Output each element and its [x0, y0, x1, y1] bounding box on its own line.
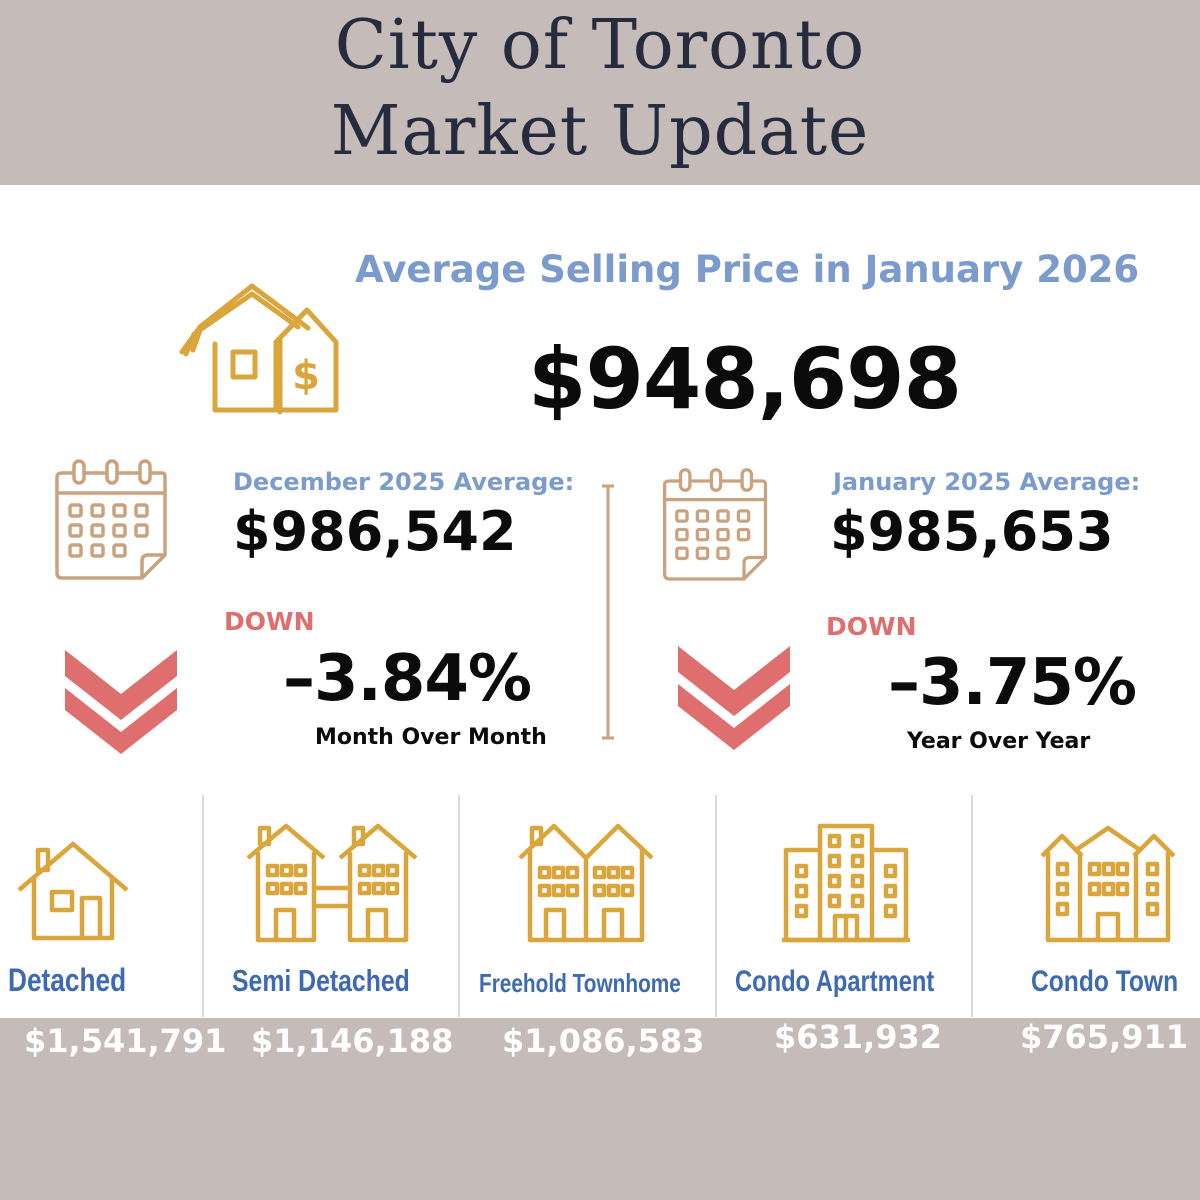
condo-apartment-icon	[782, 823, 910, 943]
category-label-condo-town: Condo Town	[1031, 965, 1179, 998]
year-change-period: Year Over Year	[907, 729, 1091, 754]
category-label-semi-detached: Semi Detached	[232, 963, 410, 998]
average-price-value: $948,698	[528, 330, 962, 428]
double-chevron-down-icon	[65, 650, 177, 754]
header-banner: City of Toronto Market Update	[0, 0, 1200, 185]
category-divider	[715, 795, 717, 1017]
year-direction-label: DOWN	[826, 612, 917, 641]
category-price-condo-town: $765,911	[1020, 1018, 1189, 1056]
year-comparison-label: January 2025 Average:	[833, 468, 1141, 496]
page-title-line-2: Market Update	[330, 92, 870, 171]
category-divider	[202, 795, 204, 1017]
month-comparison-price: $986,542	[233, 500, 517, 563]
month-direction-label: DOWN	[224, 607, 315, 636]
double-chevron-down-icon	[678, 646, 790, 750]
svg-text:$: $	[292, 353, 320, 399]
condo-town-icon	[1040, 825, 1176, 943]
center-divider	[602, 484, 614, 740]
year-comparison-price: $985,653	[830, 500, 1114, 563]
category-label-detached: Detached	[8, 962, 127, 998]
year-change-percent: –3.75%	[888, 646, 1137, 720]
calendar-icon	[55, 459, 167, 580]
category-label-freehold-townhome: Freehold Townhome	[479, 968, 681, 998]
month-change-period: Month Over Month	[315, 725, 547, 750]
townhome-icon	[518, 823, 654, 943]
category-divider	[458, 795, 460, 1017]
category-divider	[971, 795, 973, 1017]
category-price-condo-apartment: $631,932	[774, 1018, 943, 1056]
detached-house-icon	[17, 841, 129, 941]
category-price-freehold-townhome: $1,086,583	[502, 1022, 705, 1060]
average-price-title: Average Selling Price in January 2026	[355, 248, 1140, 291]
semi-detached-icon	[246, 823, 418, 943]
month-comparison-label: December 2025 Average:	[233, 468, 575, 496]
category-price-detached: $1,541,791	[24, 1022, 227, 1060]
house-dollar-icon: $	[179, 283, 339, 415]
category-price-semi-detached: $1,146,188	[251, 1022, 454, 1060]
category-label-condo-apartment: Condo Apartment	[735, 965, 935, 998]
calendar-icon	[663, 468, 768, 581]
page-title-line-1: City of Toronto	[334, 6, 866, 85]
month-change-percent: –3.84%	[283, 642, 532, 716]
